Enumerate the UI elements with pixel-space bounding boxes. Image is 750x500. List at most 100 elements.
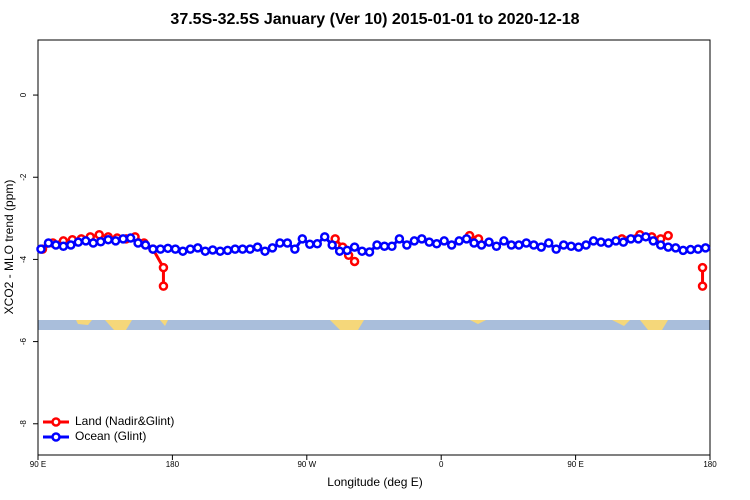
x-tick-label: 0	[439, 460, 444, 469]
point	[118, 234, 128, 244]
legend-marker	[51, 432, 61, 442]
point	[461, 234, 472, 244]
point	[626, 234, 636, 244]
point	[484, 237, 494, 247]
point	[446, 240, 457, 250]
point	[282, 238, 293, 248]
point	[327, 240, 337, 250]
point	[655, 240, 666, 250]
point	[51, 240, 61, 250]
point	[697, 262, 708, 273]
point	[596, 237, 606, 247]
legend-marker	[51, 417, 61, 427]
point	[319, 232, 330, 242]
point	[394, 234, 405, 244]
point	[431, 239, 442, 249]
point	[185, 244, 196, 254]
point	[125, 233, 136, 243]
point	[558, 240, 569, 250]
point	[58, 241, 69, 252]
point	[158, 262, 169, 273]
point	[693, 244, 703, 254]
point	[543, 238, 554, 248]
point	[267, 243, 278, 253]
point	[506, 240, 517, 250]
point	[379, 241, 390, 252]
point	[193, 243, 203, 253]
point	[158, 281, 169, 291]
point	[252, 242, 263, 252]
point	[372, 240, 382, 250]
point	[573, 242, 584, 252]
chart-title: 37.5S-32.5S January (Ver 10) 2015-01-01 …	[170, 11, 579, 28]
point	[103, 234, 113, 245]
point	[499, 236, 509, 246]
point	[305, 239, 315, 249]
point	[148, 244, 158, 254]
point	[215, 246, 225, 256]
point	[36, 244, 46, 254]
point	[163, 243, 173, 254]
point	[454, 236, 464, 246]
point	[342, 245, 352, 256]
point	[170, 244, 181, 254]
point	[700, 243, 711, 253]
point	[66, 240, 76, 250]
point	[566, 241, 576, 252]
legend-label: Land (Nadir&Glint)	[75, 414, 174, 428]
point	[155, 244, 166, 254]
point	[618, 237, 629, 247]
point	[140, 240, 151, 250]
point	[514, 240, 524, 250]
point	[349, 242, 360, 252]
point	[133, 238, 143, 248]
point	[417, 234, 427, 244]
point	[588, 236, 599, 246]
point	[402, 240, 412, 250]
point	[200, 246, 211, 256]
point	[697, 281, 708, 291]
point	[521, 238, 532, 248]
point	[551, 244, 561, 254]
point	[230, 244, 240, 254]
point	[349, 256, 360, 267]
point	[207, 245, 218, 255]
point	[43, 238, 54, 248]
point	[663, 242, 673, 252]
point	[387, 241, 397, 252]
point	[536, 242, 547, 252]
x-tick-label: 180	[166, 460, 180, 469]
point	[424, 237, 435, 247]
point	[88, 238, 99, 248]
point	[670, 243, 681, 253]
point	[73, 237, 84, 247]
legend-label: Ocean (Glint)	[75, 429, 146, 443]
point	[611, 236, 621, 246]
y-tick-label: -4	[19, 255, 28, 263]
y-tick-label: 0	[19, 92, 28, 97]
point	[260, 246, 270, 256]
point	[439, 236, 449, 246]
x-tick-label: 180	[703, 460, 717, 469]
point	[237, 244, 248, 254]
point	[245, 244, 255, 254]
point	[491, 241, 502, 252]
point	[275, 238, 285, 248]
point	[678, 245, 688, 256]
y-axis-label: XCO2 - MLO trend (ppm)	[2, 180, 16, 315]
map-strip	[38, 320, 710, 330]
point	[685, 244, 696, 255]
point	[178, 246, 188, 256]
x-tick-label: 90 E	[567, 460, 583, 469]
point	[222, 245, 233, 256]
point	[641, 232, 651, 242]
point	[581, 240, 591, 250]
point	[633, 234, 644, 244]
point	[110, 236, 121, 246]
point	[95, 236, 106, 247]
x-axis-label: Longitude (deg E)	[327, 475, 422, 489]
point	[364, 247, 375, 257]
y-tick-label: -2	[19, 173, 28, 181]
point	[469, 238, 479, 248]
